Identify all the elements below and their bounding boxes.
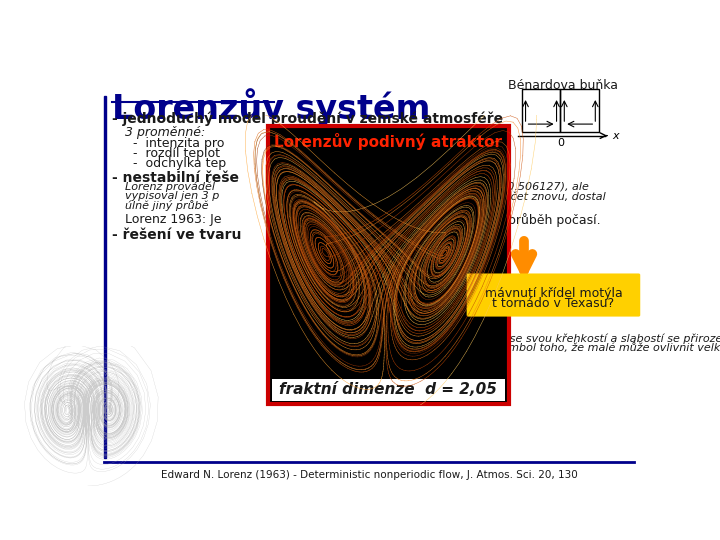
Text: mávnutí křídel motýla: mávnutí křídel motýla: [485, 287, 622, 300]
Text: al výpočet znovu, dostal: al výpočet znovu, dostal: [469, 191, 606, 202]
FancyBboxPatch shape: [467, 273, 640, 316]
Text: doucí průběh počasí.: doucí průběh počasí.: [469, 213, 600, 227]
Text: - nestabilní řeše: - nestabilní řeše: [112, 171, 239, 185]
Text: -  odchylka tep: - odchylka tep: [132, 157, 226, 170]
Text: - jednoduchý model proudění v zemské atmosféře: - jednoduchý model proudění v zemské atm…: [112, 111, 503, 125]
Bar: [272, 379, 505, 401]
Bar: [560, 90, 599, 132]
Text: Bénardova buňka: Bénardova buňka: [508, 79, 618, 92]
Text: Lorenz 1963: Je: Lorenz 1963: Je: [125, 213, 221, 226]
Text: 0: 0: [557, 138, 564, 148]
Text: Lorenzův podivný atraktor: Lorenzův podivný atraktor: [274, 132, 503, 150]
Text: jako symbol toho, že malé může ovlivnit velké.“: jako symbol toho, že malé může ovlivnit …: [469, 342, 720, 353]
Bar: [269, 126, 508, 403]
Text: Edward N. Lorenz (1963) - Deterministic nonperiodic flow, J. Atmos. Sci. 20, 130: Edward N. Lorenz (1963) - Deterministic …: [161, 470, 577, 480]
Bar: [522, 90, 560, 132]
Text: -  rozdíl teplot: - rozdíl teplot: [132, 147, 220, 160]
Text: x: x: [612, 131, 619, 140]
Text: vypisoval jen 3 p: vypisoval jen 3 p: [125, 191, 220, 201]
Text: „Motýl se svou křehkostí a slabostí se přirozeně hodí: „Motýl se svou křehkostí a slabostí se p…: [469, 333, 720, 344]
Bar: [104, 96, 107, 457]
Text: - řešení ve tvaru: - řešení ve tvaru: [112, 228, 241, 242]
Text: fraktní dimenze  d = 2,05: fraktní dimenze d = 2,05: [279, 382, 498, 397]
Text: 3 proměnné:: 3 proměnné:: [125, 126, 205, 139]
Text: Lorenzův systém: Lorenzův systém: [112, 88, 430, 126]
Text: úlně jiný průbě: úlně jiný průbě: [125, 200, 209, 211]
Text: Lorenz prováděl: Lorenz prováděl: [125, 182, 215, 192]
Text: -  intenzita pro: - intenzita pro: [132, 137, 224, 150]
Text: t tornádo v Texasu?: t tornádo v Texasu?: [492, 298, 614, 310]
Text: frami (0.506127), ale: frami (0.506127), ale: [469, 182, 589, 192]
